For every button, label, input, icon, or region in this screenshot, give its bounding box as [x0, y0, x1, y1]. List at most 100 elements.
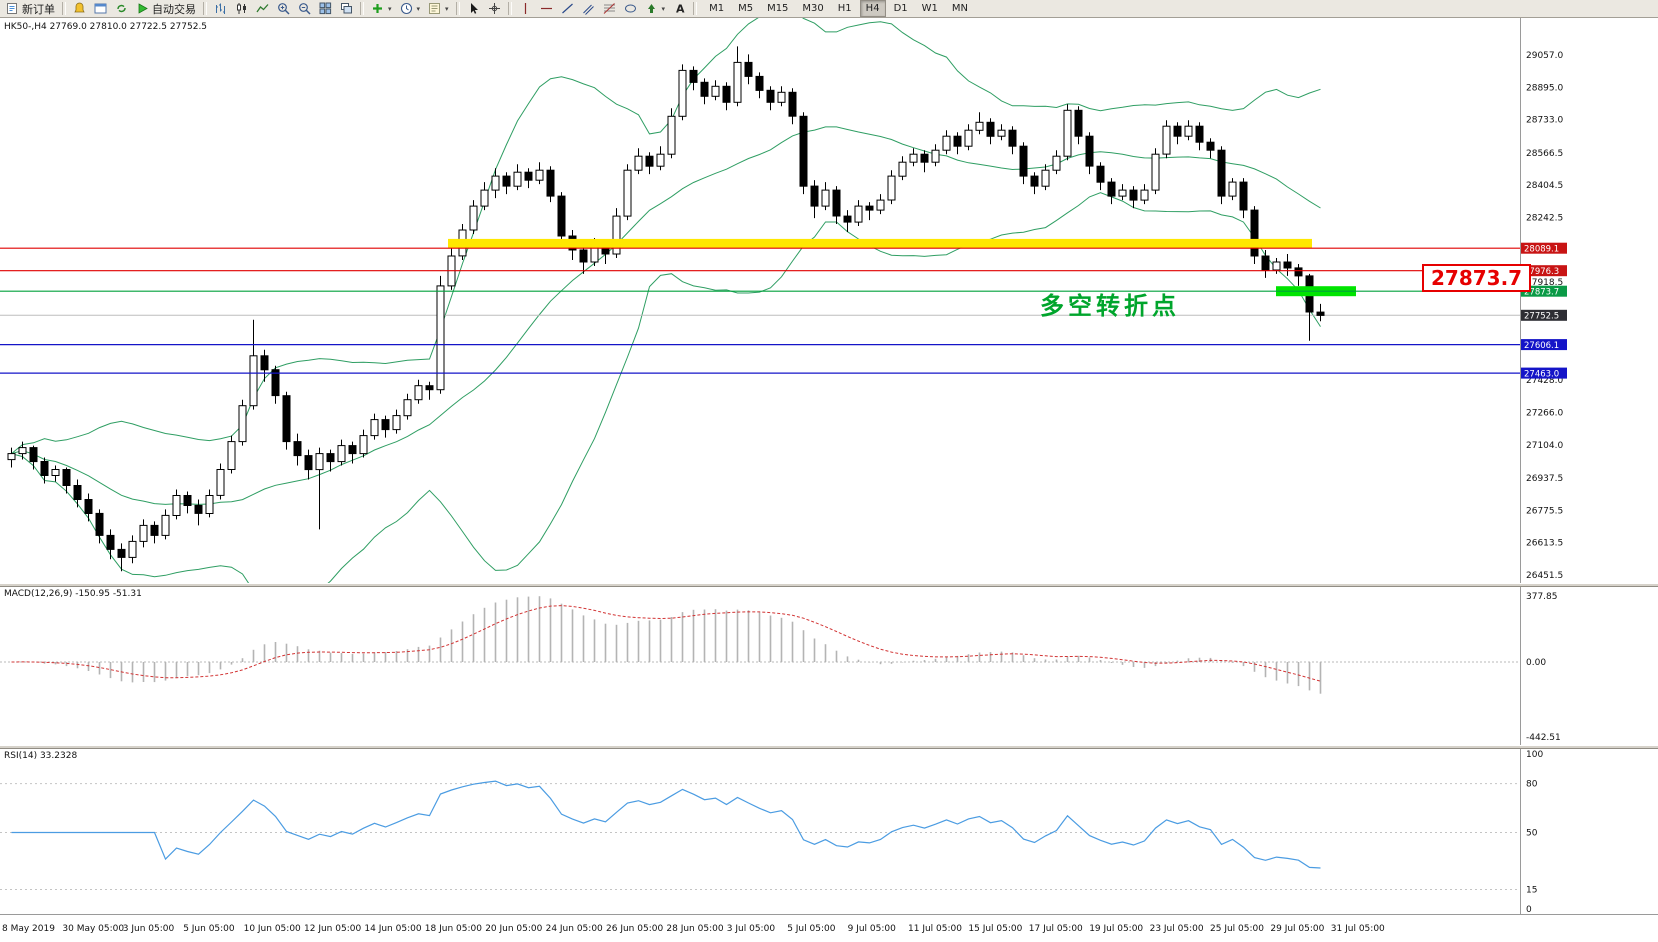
crosshair-icon: [488, 3, 500, 14]
price-tick: 26775.5: [1526, 506, 1563, 516]
time-tick: 26 Jun 05:00: [606, 924, 663, 934]
toolbar-separator: [360, 2, 364, 15]
text-button[interactable]: A: [669, 0, 690, 18]
channel-button[interactable]: [578, 0, 599, 18]
cursor-icon: [470, 3, 478, 14]
time-tick: 18 Jun 05:00: [425, 924, 482, 934]
bell-icon: [74, 2, 85, 13]
indicators-button[interactable]: ▾: [367, 0, 396, 18]
zoom-out-button[interactable]: [294, 0, 315, 18]
refresh-button[interactable]: [111, 0, 132, 18]
shapes-button[interactable]: [620, 0, 641, 18]
time-tick: 31 Jul 05:00: [1331, 924, 1385, 934]
time-tick: 20 Jun 05:00: [485, 924, 542, 934]
template-icon: [429, 3, 441, 14]
time-tick: 19 Jul 05:00: [1089, 924, 1143, 934]
fibonacci-icon: [603, 3, 615, 14]
timeframe-button-m1[interactable]: M1: [709, 3, 725, 14]
panel-splitter-macd[interactable]: [0, 583, 1658, 587]
rsi-scale-tick: 0: [1526, 905, 1532, 915]
timeframe-button-m30[interactable]: M30: [802, 3, 824, 14]
price-tick: 27266.0: [1526, 408, 1563, 418]
timeframe-button-h4[interactable]: H4: [859, 0, 886, 17]
toolbar: 新订单 自动交易 ▾ ▾ ▾ ▾ A M1 M5 M15 M3: [0, 0, 1658, 18]
autotrade-label: 自动交易: [152, 2, 196, 16]
alerts-button[interactable]: [69, 0, 90, 18]
time-tick: 11 Jul 05:00: [908, 924, 962, 934]
trendline-button[interactable]: [557, 0, 578, 18]
line-chart-icon: [256, 4, 269, 13]
price-line-tag-label: 27606.1: [1524, 341, 1559, 351]
time-tick: 30 May 05:00: [62, 924, 124, 934]
macd-panel: [0, 596, 1520, 694]
zoom-out-icon: [299, 3, 311, 15]
price-tick: 26937.5: [1526, 474, 1563, 484]
candles: [7, 46, 1325, 572]
cursor-button[interactable]: [463, 0, 484, 18]
timeframe-button-d1[interactable]: D1: [893, 3, 908, 14]
price-tick: 27918.5: [1526, 278, 1563, 288]
price-tick: 27104.0: [1526, 441, 1563, 451]
clock-icon: [400, 2, 412, 15]
tile-windows-button[interactable]: [315, 0, 336, 18]
chevron-down-icon: ▾: [445, 4, 449, 13]
line-chart-button[interactable]: [252, 0, 273, 18]
timeframe-button-mn[interactable]: MN: [951, 3, 968, 14]
vertical-line-icon: [524, 3, 526, 14]
price-line-tag-label: 27873.7: [1524, 287, 1559, 297]
zoom-in-button[interactable]: [273, 0, 294, 18]
channel-icon: [582, 4, 594, 15]
yellow-zone[interactable]: [448, 238, 1312, 248]
ellipse-shape-icon: [624, 4, 636, 13]
new-order-button[interactable]: 新订单: [2, 0, 59, 18]
templates-button[interactable]: ▾: [424, 0, 453, 18]
price-line-tag: [1521, 339, 1567, 351]
timeframe-button-m15[interactable]: M15: [767, 3, 789, 14]
periods-button[interactable]: ▾: [396, 0, 425, 18]
horizontal-line-button[interactable]: [536, 0, 557, 18]
price-line-tag-label: 28089.1: [1524, 244, 1559, 254]
time-tick: 14 Jun 05:00: [364, 924, 421, 934]
play-icon: [138, 3, 148, 14]
rsi-indicator-label: RSI(14) 33.2328: [4, 751, 78, 761]
timeframe-button-m5[interactable]: M5: [738, 3, 754, 14]
cascade-windows-button[interactable]: [336, 0, 357, 18]
price-line-tag: [1521, 242, 1567, 254]
vertical-line-button[interactable]: [515, 0, 536, 18]
rsi-scale-tick: 100: [1526, 750, 1543, 760]
time-tick: 5 Jun 05:00: [183, 924, 235, 934]
timeframe-group: M1 M5 M15 M30 H1 H4 D1 W1 MN: [702, 0, 975, 17]
refresh-icon: [117, 4, 126, 13]
price-line-tag-label: 27752.5: [1524, 312, 1559, 322]
time-tick: 25 Jul 05:00: [1210, 924, 1264, 934]
data-window-button[interactable]: [90, 0, 111, 18]
time-tick: 24 Jun 05:00: [546, 924, 603, 934]
bollinger-middle-band: [11, 126, 1321, 505]
price-tick: 28404.5: [1526, 181, 1563, 191]
macd-scale-tick: 0.00: [1526, 658, 1546, 668]
timeframe-button-h1[interactable]: H1: [837, 3, 852, 14]
price-axis[interactable]: 29057.0 28895.0 28733.0 28566.5 28404.5 28242…: [1521, 51, 1567, 915]
svg-text:A: A: [676, 3, 685, 16]
new-order-label: 新订单: [22, 2, 55, 16]
toolbar-separator: [203, 2, 207, 15]
timeframe-button-w1[interactable]: W1: [921, 3, 938, 14]
candlestick-chart-button[interactable]: [231, 0, 252, 18]
crosshair-button[interactable]: [484, 0, 505, 18]
text-tool-icon: A: [676, 3, 685, 16]
autotrade-button[interactable]: 自动交易: [132, 0, 200, 18]
cascade-windows-icon: [341, 3, 352, 14]
bar-chart-icon: [216, 3, 225, 14]
time-axis[interactable]: 8 May 2019 30 May 05:003 Jun 05:00 5 Jun 0…: [2, 924, 1385, 934]
price-tick: 26613.5: [1526, 539, 1563, 549]
arrows-button[interactable]: ▾: [641, 0, 670, 18]
time-tick: 12 Jun 05:00: [304, 924, 361, 934]
time-tick: 17 Jul 05:00: [1029, 924, 1083, 934]
chevron-down-icon: ▾: [661, 4, 666, 13]
price-callout-box[interactable]: 27873.7: [1422, 264, 1532, 292]
panel-splitter-rsi[interactable]: [0, 745, 1658, 749]
price-line-tag: [1521, 309, 1567, 321]
fibonacci-button[interactable]: [599, 0, 620, 18]
bar-chart-button[interactable]: [210, 0, 231, 18]
